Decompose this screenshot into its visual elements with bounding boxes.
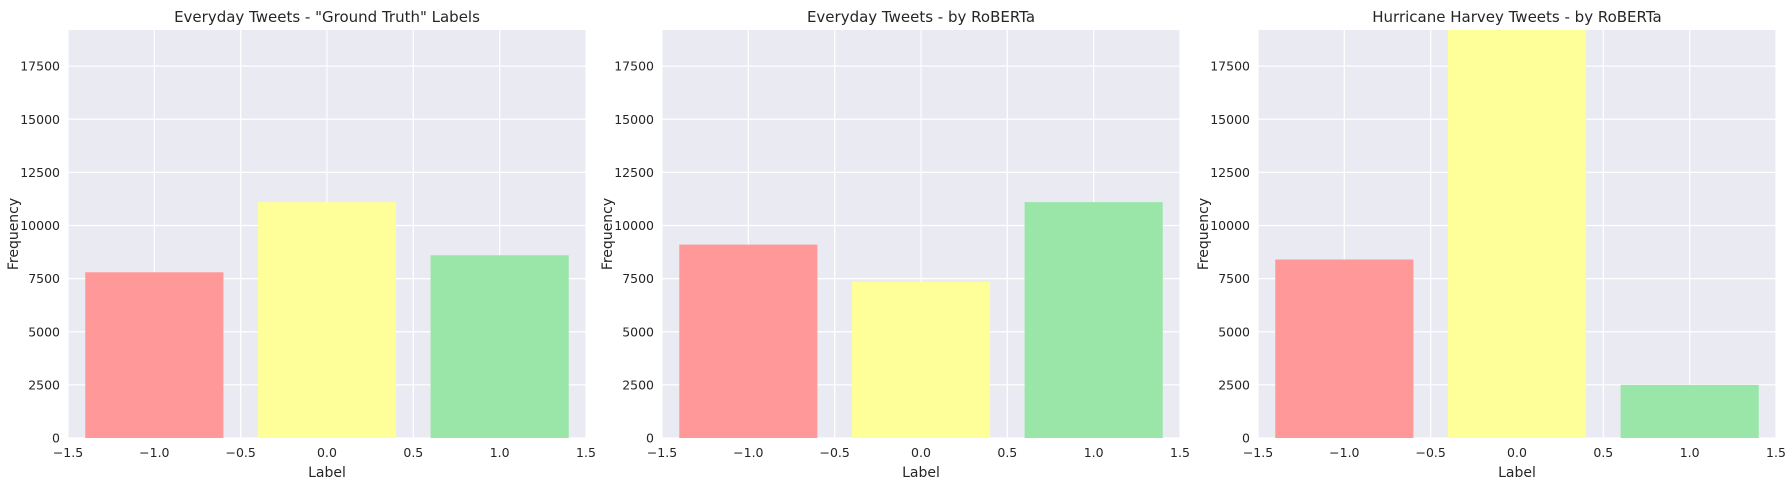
- chart-panel-2: 0 2500 5000 7500 10000 12500 15000 17500 −1.5 −1.…: [600, 8, 1190, 481]
- bar-2: [257, 202, 397, 438]
- x-tick-label: −1.5: [647, 445, 677, 460]
- y-tick-label: 15000: [20, 112, 60, 127]
- chart-title: Hurricane Harvey Tweets - by RoBERTa: [1372, 8, 1661, 26]
- x-tick-label: −1.5: [1243, 445, 1273, 460]
- x-tick-label: 1.5: [576, 445, 596, 460]
- x-axis-label: Label: [308, 465, 346, 481]
- y-tick-label: 12500: [1210, 165, 1250, 180]
- bar-1: [85, 272, 224, 438]
- y-tick-label: 17500: [1210, 59, 1250, 74]
- bar-3: [1024, 202, 1163, 438]
- bar-3: [1620, 384, 1759, 438]
- x-tick-label: 1.5: [1170, 445, 1190, 460]
- y-tick-label: 0: [52, 431, 60, 446]
- y-tick-label: 15000: [1210, 112, 1250, 127]
- x-tick-label: 0.5: [403, 445, 423, 460]
- y-tick-label: 10000: [20, 218, 60, 233]
- y-tick-label: 17500: [614, 59, 654, 74]
- x-tick-label: 1.0: [490, 445, 510, 460]
- chart-title: Everyday Tweets - by RoBERTa: [807, 8, 1035, 26]
- y-axis-label: Frequency: [6, 198, 22, 270]
- y-tick-label: 10000: [614, 218, 654, 233]
- y-tick-label: 5000: [1218, 324, 1250, 339]
- x-tick-label: −0.5: [1415, 445, 1445, 460]
- y-tick-label: 7500: [622, 271, 654, 286]
- y-tick-label: 17500: [20, 59, 60, 74]
- bar-1: [1275, 259, 1414, 438]
- y-tick-label: 12500: [20, 165, 60, 180]
- y-axis-label: Frequency: [1196, 198, 1212, 270]
- y-axis-label: Frequency: [600, 198, 616, 270]
- x-tick-label: 0.0: [1507, 445, 1527, 460]
- x-tick-label: −1.0: [733, 445, 763, 460]
- y-tick-label: 7500: [1218, 271, 1250, 286]
- x-tick-label: −1.5: [53, 445, 83, 460]
- x-axis-label: Label: [902, 465, 940, 481]
- bar-2: [851, 281, 991, 438]
- bar-3: [430, 255, 569, 438]
- chart-panel-1: 0 2500 5000 7500 10000 12500 15000 17500 −1.5 −1.…: [6, 8, 596, 481]
- y-tick-label: 15000: [614, 112, 654, 127]
- y-tick-label: 2500: [1218, 377, 1250, 392]
- x-tick-label: −0.5: [225, 445, 255, 460]
- x-tick-label: 0.5: [1593, 445, 1613, 460]
- x-tick-label: 1.5: [1766, 445, 1786, 460]
- x-axis-label: Label: [1498, 465, 1536, 481]
- x-tick-label: −1.0: [139, 445, 169, 460]
- bar-1: [679, 244, 818, 438]
- x-tick-label: 1.0: [1084, 445, 1104, 460]
- x-tick-label: 0.0: [317, 445, 337, 460]
- y-tick-label: 12500: [614, 165, 654, 180]
- y-tick-label: 2500: [622, 377, 654, 392]
- chart-title: Everyday Tweets - "Ground Truth" Labels: [174, 8, 480, 26]
- y-tick-label: 10000: [1210, 218, 1250, 233]
- x-tick-label: −0.5: [819, 445, 849, 460]
- x-tick-label: 0.0: [911, 445, 931, 460]
- y-tick-label: 5000: [622, 324, 654, 339]
- y-tick-label: 2500: [28, 377, 60, 392]
- y-tick-label: 0: [1242, 431, 1250, 446]
- y-tick-label: 5000: [28, 324, 60, 339]
- x-tick-label: 0.5: [997, 445, 1017, 460]
- x-tick-label: −1.0: [1329, 445, 1359, 460]
- y-tick-label: 7500: [28, 271, 60, 286]
- x-tick-label: 1.0: [1680, 445, 1700, 460]
- y-tick-label: 0: [646, 431, 654, 446]
- chart-panel-3: 0 2500 5000 7500 10000 12500 15000 17500 −1.5 −1.…: [1196, 8, 1786, 481]
- bar-2: [1447, 30, 1587, 438]
